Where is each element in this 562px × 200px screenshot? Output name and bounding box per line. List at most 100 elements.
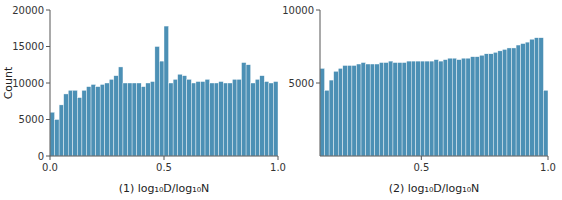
bar bbox=[320, 68, 325, 156]
bar bbox=[530, 39, 535, 156]
bar bbox=[132, 83, 137, 156]
bar bbox=[498, 51, 503, 156]
bar bbox=[416, 61, 421, 156]
bar bbox=[402, 63, 407, 156]
bar bbox=[169, 83, 174, 156]
bar bbox=[269, 83, 274, 156]
bar bbox=[521, 44, 526, 156]
bar bbox=[507, 48, 512, 156]
bar bbox=[443, 60, 448, 156]
bar bbox=[164, 26, 169, 156]
y-tick bbox=[46, 156, 50, 157]
bar bbox=[114, 76, 119, 156]
bar bbox=[137, 83, 142, 156]
x-tick bbox=[548, 156, 549, 160]
bar bbox=[484, 54, 489, 156]
bar bbox=[425, 61, 430, 156]
bar bbox=[182, 76, 187, 156]
bar bbox=[77, 98, 82, 156]
bar bbox=[502, 49, 507, 156]
bar bbox=[461, 58, 466, 156]
y-tick-label: 5000 bbox=[289, 78, 314, 89]
bar bbox=[155, 47, 160, 157]
bar bbox=[457, 60, 462, 156]
bar bbox=[539, 38, 544, 156]
bar bbox=[64, 94, 69, 156]
bar bbox=[219, 82, 224, 156]
bar bbox=[352, 65, 357, 156]
bar bbox=[388, 61, 393, 156]
bar bbox=[439, 61, 444, 156]
bar bbox=[475, 57, 480, 156]
bar bbox=[91, 84, 96, 156]
bar bbox=[191, 83, 196, 156]
bar bbox=[379, 63, 384, 156]
bar bbox=[96, 87, 101, 156]
x-tick bbox=[421, 156, 422, 160]
bar bbox=[466, 58, 471, 156]
bars bbox=[320, 38, 548, 156]
bars bbox=[50, 26, 278, 156]
bar bbox=[398, 63, 403, 156]
bar bbox=[187, 79, 192, 156]
bar bbox=[255, 79, 260, 156]
bar bbox=[384, 63, 389, 156]
bar bbox=[55, 120, 60, 157]
x-tick-label: 1.0 bbox=[540, 162, 556, 173]
x-tick bbox=[164, 156, 165, 160]
bar bbox=[329, 80, 334, 156]
bar bbox=[334, 71, 339, 156]
bar bbox=[73, 90, 78, 156]
bar bbox=[480, 55, 485, 156]
y-tick-label: 5000 bbox=[19, 114, 44, 125]
y-tick bbox=[316, 10, 320, 11]
bar bbox=[516, 45, 521, 156]
bar bbox=[338, 68, 343, 156]
bar bbox=[100, 84, 105, 156]
y-tick bbox=[316, 83, 320, 84]
bar bbox=[452, 58, 457, 156]
bar bbox=[356, 64, 361, 156]
bar bbox=[123, 83, 128, 156]
x-tick-label: 0.5 bbox=[156, 162, 172, 173]
bar bbox=[434, 60, 439, 156]
x-tick bbox=[50, 156, 51, 160]
bar bbox=[361, 63, 366, 156]
bar bbox=[242, 63, 247, 156]
bar bbox=[251, 83, 256, 156]
bar bbox=[366, 64, 371, 156]
bar bbox=[534, 38, 539, 156]
panel: 0.51.0500010000(2) log₁₀D/log₁₀N bbox=[282, 5, 556, 196]
x-tick-label: 0.0 bbox=[42, 162, 58, 173]
bar bbox=[375, 64, 380, 156]
x-tick-label: 1.0 bbox=[270, 162, 286, 173]
x-tick bbox=[278, 156, 279, 160]
bar bbox=[493, 52, 498, 156]
bar bbox=[407, 61, 412, 156]
bar bbox=[228, 83, 233, 156]
chart: 0.00.51.005000100001500020000(1) log₁₀D/… bbox=[0, 0, 562, 200]
bar bbox=[448, 58, 453, 156]
bar bbox=[50, 112, 55, 156]
bar bbox=[146, 83, 151, 156]
bar bbox=[159, 61, 164, 156]
bar bbox=[393, 63, 398, 156]
bar bbox=[470, 57, 475, 156]
y-tick-label: 10000 bbox=[282, 5, 314, 16]
y-tick bbox=[46, 10, 50, 11]
bar bbox=[141, 87, 146, 156]
bar bbox=[178, 74, 183, 156]
bar bbox=[525, 42, 530, 156]
bar bbox=[200, 82, 205, 156]
bar bbox=[68, 90, 73, 156]
bar bbox=[109, 79, 114, 156]
bar bbox=[429, 61, 434, 156]
y-tick-label: 15000 bbox=[12, 41, 44, 52]
bar bbox=[128, 83, 133, 156]
x-axis-line bbox=[320, 156, 548, 157]
bar bbox=[232, 79, 237, 156]
x-axis-label: (1) log₁₀D/log₁₀N bbox=[119, 182, 210, 195]
bar bbox=[59, 105, 64, 156]
x-tick-label: 0.5 bbox=[413, 162, 429, 173]
bar bbox=[205, 79, 210, 156]
